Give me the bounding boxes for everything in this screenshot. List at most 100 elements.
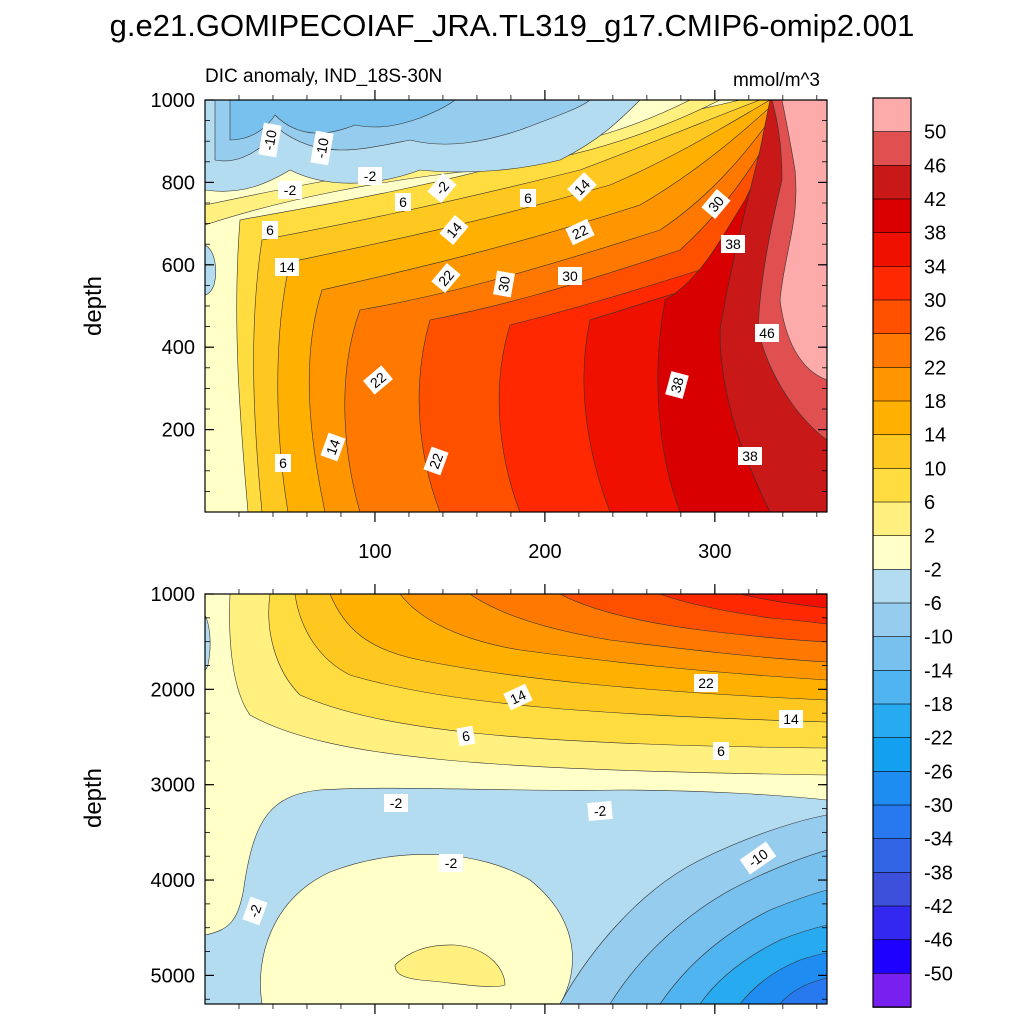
colorbar-level-label: -38 bbox=[924, 862, 953, 884]
colorbar-level-label: 30 bbox=[924, 290, 946, 312]
colorbar-level-label: -2 bbox=[924, 559, 942, 581]
colorbar-level-label: -22 bbox=[924, 728, 953, 750]
contour-label-text: 6 bbox=[717, 743, 725, 759]
contour-label: 22 bbox=[363, 365, 393, 395]
colorbar-swatch bbox=[872, 905, 912, 941]
contour-label: 14 bbox=[439, 215, 469, 245]
colorbar-swatch bbox=[872, 973, 912, 1008]
contour-label-text: 22 bbox=[698, 675, 714, 691]
figure-title: g.e21.GOMIPECOIAF_JRA.TL319_g17.CMIP6-om… bbox=[110, 8, 915, 43]
contour-label-bg bbox=[258, 122, 282, 158]
contour-label-text: 14 bbox=[783, 711, 799, 727]
contour-label: 14 bbox=[567, 172, 597, 202]
colorbar-swatch bbox=[872, 501, 912, 537]
x-tick-label: 100 bbox=[358, 541, 391, 563]
colorbar-swatch bbox=[872, 434, 912, 470]
contour-label-bg bbox=[558, 267, 582, 285]
contour-label: 6 bbox=[520, 189, 536, 207]
contour-label: -2 bbox=[242, 896, 268, 926]
contour-label-text: 14 bbox=[508, 686, 529, 707]
colorbar-level-label: -10 bbox=[924, 627, 953, 649]
contour-label: 38 bbox=[738, 447, 762, 465]
y-tick-label: 3000 bbox=[151, 775, 196, 797]
contour-label: -10 bbox=[310, 130, 334, 166]
contour-label-text: -10 bbox=[260, 128, 279, 151]
colorbar-level-label: -34 bbox=[924, 829, 953, 851]
colorbar-swatch bbox=[872, 771, 912, 806]
upper-band-50 bbox=[779, 100, 827, 381]
y-tick-label: 400 bbox=[162, 337, 195, 359]
colorbar-level-label: 18 bbox=[924, 391, 946, 413]
colorbar-swatch bbox=[872, 266, 912, 301]
contour-label: 22 bbox=[694, 674, 718, 692]
colorbar-level-label: -26 bbox=[924, 761, 953, 783]
colorbar-level-label: -46 bbox=[924, 930, 953, 952]
contour-label-bg bbox=[439, 215, 469, 245]
colorbar-swatch bbox=[872, 737, 912, 773]
y-tick-label: 2000 bbox=[151, 679, 196, 701]
panel-subtitle: DIC anomaly, IND_18S-30N bbox=[205, 66, 442, 87]
colorbar-level-label: 34 bbox=[924, 256, 946, 278]
contour-label-text: 14 bbox=[323, 437, 343, 457]
contour-label: 6 bbox=[275, 454, 291, 472]
contour-label-bg bbox=[665, 371, 689, 399]
lower-x-ticks bbox=[238, 584, 818, 1014]
contour-label: -2 bbox=[384, 794, 408, 812]
contour-label-bg bbox=[395, 193, 411, 211]
upper-contour-labels: -10 -10 -2 -2 -2 6 6 6 14 14 14 22 22 30 30 30 38 38 38 46 2… bbox=[258, 122, 779, 476]
contour-label: 30 bbox=[701, 189, 731, 219]
contour-label: -2 bbox=[358, 167, 382, 185]
contour-label: 14 bbox=[320, 432, 346, 462]
colorbar-level-label: 46 bbox=[924, 155, 946, 177]
contour-label-bg bbox=[320, 432, 346, 462]
colorbar-level-label: 42 bbox=[924, 189, 946, 211]
contour-label-text: -2 bbox=[364, 168, 377, 184]
y-tick-label: 1000 bbox=[151, 90, 196, 112]
contour-label: 46 bbox=[755, 324, 779, 342]
contour-label-text: -2 bbox=[593, 802, 607, 819]
upper-y-axis-label: depth bbox=[80, 276, 107, 336]
contour-label-bg bbox=[739, 841, 777, 875]
x-tick-label: 200 bbox=[528, 541, 561, 563]
contour-label-bg bbox=[275, 454, 291, 472]
colorbar-level-label: -14 bbox=[924, 660, 953, 682]
colorbar-swatch bbox=[872, 198, 912, 234]
contour-label-text: 38 bbox=[742, 448, 758, 464]
contour-label-bg bbox=[701, 189, 731, 219]
lower-plot-frame bbox=[204, 593, 828, 1005]
contour-label: 14 bbox=[503, 683, 533, 711]
contour-label-text: -2 bbox=[445, 855, 458, 871]
colorbar-swatch bbox=[872, 804, 912, 840]
colorbar-swatch bbox=[872, 569, 912, 604]
colorbar-level-label: -6 bbox=[924, 593, 942, 615]
contour-label-bg bbox=[384, 794, 408, 812]
contour-label-bg bbox=[520, 189, 536, 207]
contour-label: 14 bbox=[779, 710, 803, 728]
contour-label: -2 bbox=[278, 181, 302, 199]
contour-label-text: -2 bbox=[245, 902, 264, 919]
contour-label-text: 6 bbox=[266, 222, 274, 238]
contour-label-bg bbox=[587, 800, 613, 822]
colorbar-swatch bbox=[872, 367, 912, 402]
contour-label-bg bbox=[565, 218, 595, 246]
contour-label-text: 38 bbox=[725, 236, 741, 252]
lower-band--26 bbox=[779, 977, 827, 1004]
contour-label-text: 6 bbox=[461, 727, 472, 744]
contour-label-text: 6 bbox=[524, 190, 532, 206]
contour-label: -2 bbox=[587, 800, 613, 822]
y-tick-label: 600 bbox=[162, 255, 195, 277]
contour-label-text: 46 bbox=[759, 325, 775, 341]
colorbar-level-label: -18 bbox=[924, 694, 953, 716]
colorbar-swatch bbox=[872, 670, 912, 705]
contour-label-text: 30 bbox=[562, 268, 578, 284]
contour-label-text: 22 bbox=[426, 451, 446, 471]
colorbar-swatch bbox=[872, 939, 912, 975]
y-tick-label: 200 bbox=[162, 420, 195, 442]
contour-label-bg bbox=[694, 674, 718, 692]
contour-label: 6 bbox=[713, 742, 729, 760]
colorbar-swatch bbox=[872, 838, 912, 874]
colorbar-swatch bbox=[872, 400, 912, 436]
colorbar-swatch bbox=[872, 232, 912, 268]
